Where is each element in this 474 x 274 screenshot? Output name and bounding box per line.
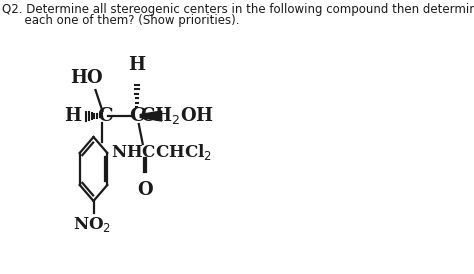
Text: H: H [64,107,81,125]
Text: C: C [129,107,145,125]
Text: HO: HO [70,69,103,87]
Text: NO$_2$: NO$_2$ [73,215,111,234]
Text: O: O [137,181,153,199]
Text: each one of them? (Show priorities).: each one of them? (Show priorities). [2,14,239,27]
Text: NHCCHCl$_2$: NHCCHCl$_2$ [111,142,212,162]
Text: CH$_2$OH: CH$_2$OH [140,105,214,127]
Text: Q2. Determine all stereogenic centers in the following compound then determine t: Q2. Determine all stereogenic centers in… [2,3,474,16]
Text: C: C [97,107,112,125]
Polygon shape [140,111,162,121]
Text: H: H [128,56,145,74]
